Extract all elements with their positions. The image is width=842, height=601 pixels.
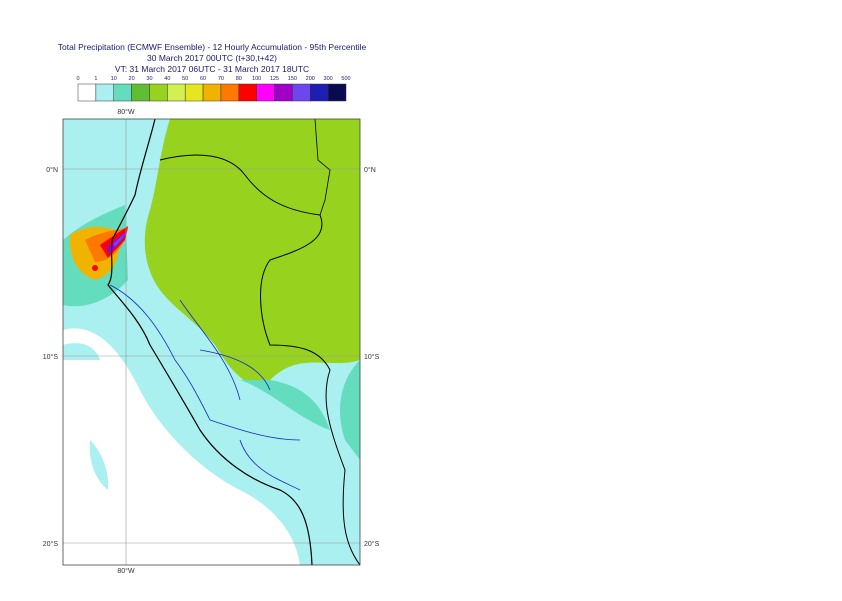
colorbar-swatch — [113, 83, 132, 102]
colorbar-level: 40 — [164, 76, 170, 82]
lat-label: 10°S — [43, 353, 59, 361]
colorbar-swatch — [274, 83, 293, 102]
colorbar-swatch — [220, 83, 240, 102]
colorbar-level: 80 — [236, 76, 242, 82]
colorbar-swatch — [167, 83, 186, 102]
colorbar-swatch — [327, 83, 347, 102]
colorbar-swatch — [256, 83, 275, 102]
colorbar-level: 50 — [182, 76, 188, 82]
colorbar-level: 20 — [129, 76, 135, 82]
colorbar-level: 200 — [306, 76, 315, 82]
colorbar-level: 10 — [111, 76, 117, 82]
lat-label: 0°N — [364, 166, 376, 174]
wet-area — [89, 440, 109, 490]
colorbar-level: 500 — [341, 76, 350, 82]
colorbar-swatch — [184, 83, 204, 102]
map-field — [63, 119, 360, 565]
border — [159, 154, 360, 565]
colorbar-swatch — [310, 83, 329, 102]
colorbar-swatch — [202, 83, 222, 102]
dry-area — [63, 328, 300, 565]
colorbar-swatch — [77, 83, 97, 102]
colorbar: 0 1 10 20 30 40 50 60 70 80 100 125 150 200 300 500 — [76, 76, 351, 102]
colorbar-swatch — [292, 83, 311, 102]
colorbar-level: 30 — [146, 76, 152, 82]
subtitle: 30 March 2017 00UTC (t+30,t+42) — [147, 53, 277, 63]
lat-label: 0°N — [46, 166, 58, 174]
colorbar-level: 0 — [76, 76, 79, 82]
colorbar-swatch — [149, 83, 168, 102]
colorbar-swatch — [238, 83, 257, 102]
graticule — [63, 119, 360, 565]
colorbar-level: 70 — [218, 76, 224, 82]
lat-label: 20°S — [364, 540, 380, 548]
coastline — [107, 119, 313, 565]
lon-label: 80°W — [117, 567, 135, 575]
colorbar-swatch — [131, 83, 150, 102]
colorbar-level: 60 — [200, 76, 206, 82]
extreme-area — [92, 265, 98, 271]
border — [314, 119, 331, 216]
moderate-area — [340, 360, 360, 460]
region-borders — [109, 284, 301, 491]
colorbar-level: 100 — [252, 76, 261, 82]
lon-label: 80°W — [117, 108, 135, 116]
lat-label: 10°S — [364, 353, 380, 361]
colorbar-level: 300 — [324, 76, 333, 82]
extreme-area — [113, 232, 126, 247]
title: Total Precipitation (ECMWF Ensemble) - 1… — [58, 42, 367, 52]
subtitle: VT: 31 March 2017 06UTC - 31 March 2017 … — [115, 64, 309, 74]
colorbar-level: 1 — [94, 76, 97, 82]
colorbar-level: 125 — [270, 76, 279, 82]
moderate-area — [240, 380, 330, 430]
colorbar-swatch — [95, 83, 114, 102]
lat-label: 20°S — [43, 540, 59, 548]
colorbar-level: 150 — [288, 76, 297, 82]
map-frame — [62, 118, 361, 566]
heavy-area — [144, 119, 360, 385]
title-block: Total Precipitation (ECMWF Ensemble) - 1… — [58, 42, 367, 74]
